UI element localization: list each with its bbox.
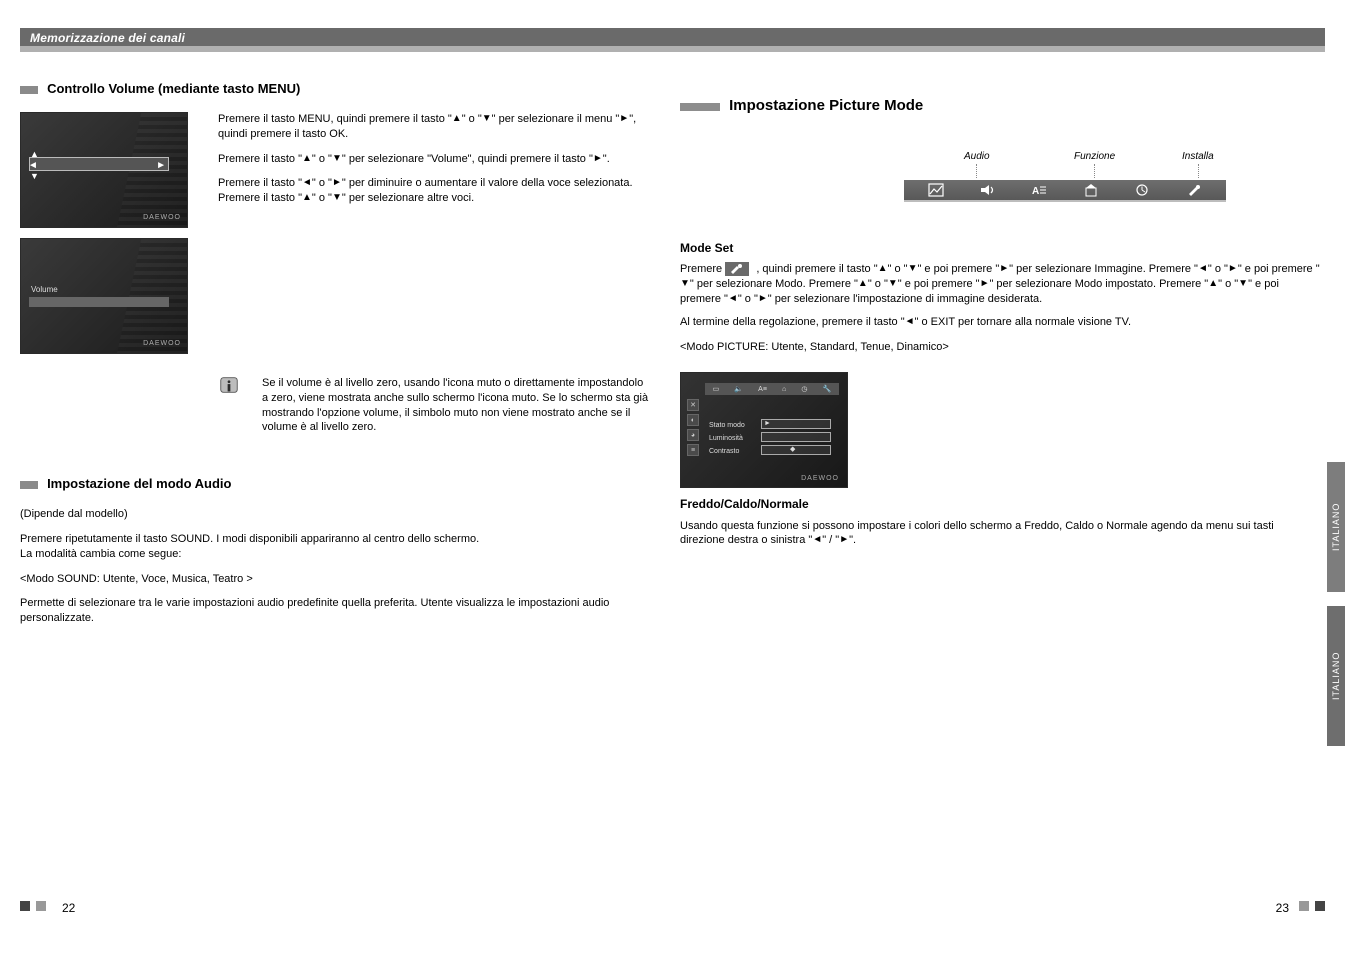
header-bar [20,28,1325,46]
mini-globe-icon: ◐ [687,414,699,426]
osd-side-icons: ✕ ◐ ◕ ≡ [687,399,703,459]
section-marker [20,86,38,94]
mini-text-icon: A≡ [758,385,767,394]
mini-picture-icon: ▭ [713,385,720,394]
section-volume: Controllo Volume (mediante tasto MENU) D… [20,80,650,435]
mini-audio-icon: 🔈 [734,385,743,394]
right-body: Mode Set Premere , quindi premere il tas… [680,226,1320,556]
audio-icon [978,183,996,197]
osd-volume-bar [29,297,169,307]
page-number-right: 23 [1276,900,1289,916]
thumbnail-volume-menu: DAEWOO [20,112,188,228]
svg-text:A: A [1032,186,1039,197]
thumbnail-setup-osd: ▭ 🔈 A≡ ⌂ ◷ 🔧 ✕ ◐ ◕ ≡ Stato modo Luminosi… [680,372,848,488]
osd-field-boxes [761,419,831,458]
down-arrow-icon [482,112,492,126]
left-arrow-icon [302,176,312,190]
footer-dots-right [1299,901,1331,916]
section-marker [680,103,720,111]
section-audio-mode: Impostazione del modo Audio (Dipende dal… [20,475,650,626]
mini-tools-icon: ✕ [687,399,699,411]
up-arrow-icon [1208,277,1218,291]
page-number-left: 22 [62,900,75,916]
setup-icon [1185,183,1203,197]
left-arrow-icon [812,533,822,547]
iconbar-label-setup: Installa [1182,150,1214,164]
right-arrow-icon [758,292,768,306]
text-icon: A [1030,183,1048,197]
mini-setup-icon: 🔧 [823,385,832,394]
cool-body: Usando questa funzione si possono impost… [680,519,1320,549]
subhead-modeset: Mode Set [680,240,1320,256]
modeset-modes: <Modo PICTURE: Utente, Standard, Tenue, … [680,340,1320,355]
note-row: Se il volume è al livello zero, usando l… [20,376,650,435]
down-arrow-icon [1238,277,1248,291]
audio-mode-p3: La modalità cambia come segue: [20,547,650,562]
up-arrow-icon [858,277,868,291]
left-arrow-icon [905,315,915,329]
down-arrow-icon [680,277,690,291]
section-picture-title: Impostazione Picture Mode [729,97,923,114]
section-volume-head: Controllo Volume (mediante tasto MENU) [20,80,650,98]
left-arrow-icon [1198,262,1208,276]
section-picture-head: Impostazione Picture Mode [680,96,923,116]
up-arrow-icon [878,262,888,276]
down-arrow-icon [888,277,898,291]
right-arrow-icon [1228,262,1238,276]
time-icon [1133,183,1151,197]
audio-mode-p1: (Dipende dal modello) [20,507,650,522]
right-arrow-icon [980,277,990,291]
side-tab-language-1: ITALIANO [1327,462,1345,592]
audio-mode-p4: <Modo SOUND: Utente, Voce, Musica, Teatr… [20,572,650,587]
up-arrow-icon [302,152,312,166]
right-arrow-icon [999,262,1009,276]
note-text: Se il volume è al livello zero, usando l… [230,376,650,435]
mini-list-icon: ≡ [687,444,699,456]
header-title: Memorizzazione dei canali [30,30,185,46]
thumbnail-volume-bar: Volume DAEWOO [20,238,188,354]
up-arrow-icon [452,112,462,126]
wrench-icon [725,262,749,276]
picture-icon [927,183,945,197]
osd-top-iconrow: ▭ 🔈 A≡ ⌂ ◷ 🔧 [705,383,839,395]
left-column: Controllo Volume (mediante tasto MENU) D… [20,80,650,654]
left-arrow-icon [728,292,738,306]
section-volume-title: Controllo Volume (mediante tasto MENU) [47,81,300,96]
volume-instructions: Premere il tasto MENU, quindi premere il… [218,112,648,216]
info-icon [218,374,240,396]
up-arrow-icon [302,191,312,205]
modeset-paragraph: Premere , quindi premere il tasto "" o "… [680,262,1320,307]
footer: 22 23 [20,900,1331,924]
mini-clock-icon: ◕ [687,429,699,441]
side-tab-language-2: ITALIANO [1327,606,1345,746]
right-arrow-icon [839,533,849,547]
down-arrow-icon [332,191,342,205]
iconbar-label-audio: Audio [964,150,990,164]
down-arrow-icon [908,262,918,276]
osd-volume-label: Volume [31,285,58,296]
right-arrow-icon [619,112,629,126]
subhead-cool: Freddo/Caldo/Normale [680,496,1320,512]
osd-iconbar: A [904,180,1226,200]
feature-icon [1082,183,1100,197]
section-marker [20,481,38,489]
header-bar-underline [20,46,1325,52]
mini-feature-icon: ⌂ [782,385,786,394]
mini-time-icon: ◷ [801,385,807,394]
iconbar-labels: Audio Funzione Installa [904,150,1226,180]
section-audio-title: Impostazione del modo Audio [47,476,231,491]
iconbar-label-feature: Funzione [1074,150,1115,164]
osd-iconbar-wrap: Audio Funzione Installa A [904,150,1226,202]
audio-mode-p2: Premere ripetutamente il tasto SOUND. I … [20,532,650,547]
right-arrow-icon [332,176,342,190]
audio-mode-p5: Permette di selezionare tra le varie imp… [20,596,650,626]
modeset-exit: Al termine della regolazione, premere il… [680,315,1320,330]
down-arrow-icon [332,152,342,166]
osd-field-labels: Stato modo Luminosità Contrasto [709,419,745,458]
footer-dots-left [20,901,52,916]
right-arrow-icon [593,152,603,166]
brand-mark: DAEWOO [143,213,181,222]
